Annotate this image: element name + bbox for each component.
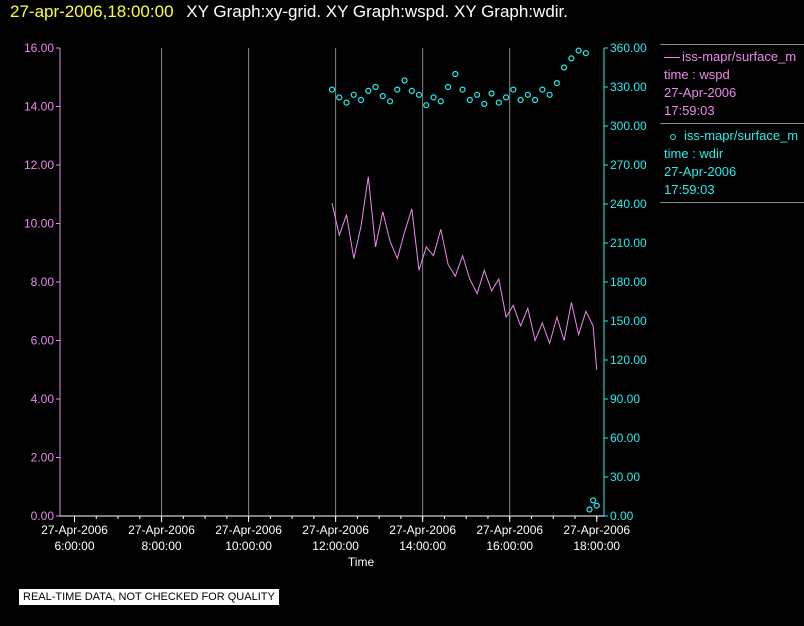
left-tick-label: 10.00 xyxy=(24,217,54,231)
x-tick-time-label: 16:00:00 xyxy=(486,539,533,553)
x-tick-date-label: 27-Apr-2006 xyxy=(128,523,195,537)
wdir-point xyxy=(539,86,546,93)
right-tick-label: 30.00 xyxy=(610,470,640,484)
wdir-point xyxy=(357,96,365,104)
wdir-point xyxy=(423,102,430,109)
wdir-point xyxy=(365,87,372,95)
left-tick-label: 16.00 xyxy=(24,41,54,55)
right-tick-label: 120.00 xyxy=(610,353,647,367)
wdir-point xyxy=(336,94,343,101)
x-tick-date-label: 27-Apr-2006 xyxy=(476,523,543,537)
x-tick-time-label: 12:00:00 xyxy=(312,539,359,553)
right-tick-label: 60.00 xyxy=(610,431,640,445)
wdir-point xyxy=(568,55,575,62)
right-tick-label: 360.00 xyxy=(610,41,647,55)
x-tick-time-label: 18:00:00 xyxy=(573,539,620,553)
wdir-point xyxy=(343,99,350,106)
x-tick-date-label: 27-Apr-2006 xyxy=(389,523,456,537)
left-tick-label: 4.00 xyxy=(31,392,55,406)
quality-disclaimer: REAL-TIME DATA, NOT CHECKED FOR QUALITY xyxy=(19,589,279,605)
wdir-point xyxy=(531,96,539,104)
right-tick-label: 90.00 xyxy=(610,392,640,406)
x-tick-time-label: 10:00:00 xyxy=(225,539,272,553)
wdir-point xyxy=(437,98,444,105)
left-tick-label: 14.00 xyxy=(24,100,54,114)
wdir-point xyxy=(372,83,379,91)
wdir-point xyxy=(481,100,488,108)
x-tick-date-label: 27-Apr-2006 xyxy=(41,523,108,537)
legend-divider xyxy=(660,202,804,203)
x-tick-time-label: 14:00:00 xyxy=(399,539,446,553)
x-tick-time-label: 8:00:00 xyxy=(142,539,182,553)
left-tick-label: 0.00 xyxy=(31,509,55,523)
legend-wdir-name: iss-mapr/surface_m xyxy=(684,128,799,143)
right-tick-label: 210.00 xyxy=(610,236,647,250)
wdir-point xyxy=(430,94,437,101)
wdir-point xyxy=(575,47,582,54)
right-tick-label: 240.00 xyxy=(610,197,647,211)
wdir-point xyxy=(590,497,597,504)
wdir-point xyxy=(593,502,600,509)
wdir-point xyxy=(553,79,560,87)
left-tick-label: 2.00 xyxy=(31,451,55,465)
wdir-point xyxy=(452,70,459,78)
wdir-point xyxy=(466,96,473,104)
wdir-point xyxy=(586,506,593,513)
right-tick-label: 180.00 xyxy=(610,275,647,289)
title-bar: 27-apr-2006,18:00:00 XY Graph:xy-grid. X… xyxy=(10,0,568,24)
wdir-point xyxy=(510,86,517,93)
wdir-point xyxy=(415,91,423,98)
line-swatch-icon xyxy=(664,57,680,59)
wdir-point xyxy=(582,50,589,57)
legend-divider xyxy=(660,123,804,124)
wspd-series-line xyxy=(331,176,598,370)
legend-wspd-field: time : wspd xyxy=(664,67,730,82)
wdir-point xyxy=(408,87,415,95)
right-tick-label: 150.00 xyxy=(610,314,647,328)
wdir-point xyxy=(546,91,553,98)
right-tick-label: 0.00 xyxy=(610,509,634,523)
x-tick-date-label: 27-Apr-2006 xyxy=(215,523,282,537)
legend-wspd-date: 27-Apr-2006 xyxy=(664,85,737,100)
wdir-point xyxy=(473,91,481,98)
right-tick-label: 330.00 xyxy=(610,80,647,94)
legend-entry-wdir: iss-mapr/surface_m time : wdir 27-Apr-20… xyxy=(660,124,804,202)
x-tick-time-label: 6:00:00 xyxy=(54,539,94,553)
wdir-point xyxy=(394,86,401,93)
right-tick-label: 270.00 xyxy=(610,158,647,172)
legend-entry-wspd: iss-mapr/surface_m time : wspd 27-Apr-20… xyxy=(660,45,804,123)
left-tick-label: 6.00 xyxy=(31,334,55,348)
right-tick-label: 300.00 xyxy=(610,119,647,133)
wdir-point xyxy=(488,90,495,97)
wdir-point xyxy=(350,91,357,98)
legend-wdir-time: 17:59:03 xyxy=(664,182,715,197)
legend: iss-mapr/surface_m time : wspd 27-Apr-20… xyxy=(660,44,804,203)
legend-wdir-field: time : wdir xyxy=(664,146,724,161)
wdir-point xyxy=(459,86,466,93)
x-tick-date-label: 27-Apr-2006 xyxy=(563,523,630,537)
title-timestamp: 27-apr-2006,18:00:00 xyxy=(10,2,174,21)
wdir-point xyxy=(502,94,510,101)
wdir-point xyxy=(444,83,452,91)
legend-wspd-time: 17:59:03 xyxy=(664,103,715,118)
left-tick-label: 8.00 xyxy=(31,275,55,289)
legend-wdir-date: 27-Apr-2006 xyxy=(664,164,737,179)
left-tick-label: 12.00 xyxy=(24,158,54,172)
wdir-point xyxy=(517,96,524,104)
title-graph-list: XY Graph:xy-grid. XY Graph:wspd. XY Grap… xyxy=(186,2,569,21)
legend-wspd-name: iss-mapr/surface_m xyxy=(682,49,797,64)
wdir-point xyxy=(524,91,531,98)
wdir-point xyxy=(495,99,502,106)
wdir-point xyxy=(401,77,408,84)
legend-divider xyxy=(660,44,804,45)
wdir-point xyxy=(561,64,568,71)
wdir-point xyxy=(328,86,336,93)
x-tick-date-label: 27-Apr-2006 xyxy=(302,523,369,537)
x-axis-title: Time xyxy=(348,555,375,569)
wdir-point xyxy=(379,92,386,100)
wdir-point xyxy=(386,98,394,105)
dot-swatch-icon xyxy=(670,133,676,140)
